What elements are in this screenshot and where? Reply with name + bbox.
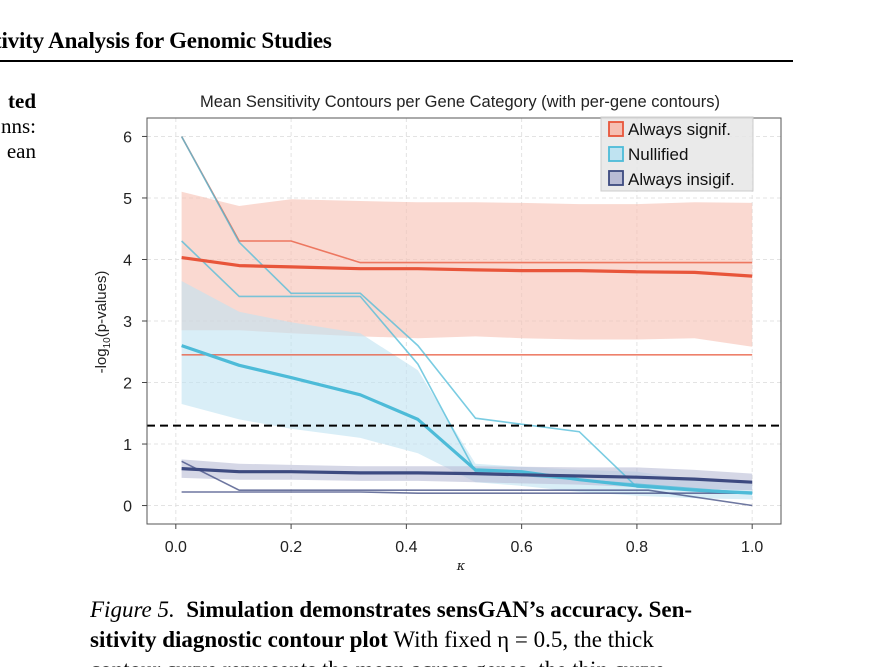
nullified-mean-line (181, 344, 753, 495)
x-tick-label: 1.0 (741, 539, 763, 556)
y-tick-label: 2 (123, 376, 132, 393)
legend-swatch-always-insignif (608, 170, 624, 186)
always-insignif-mean-line (181, 467, 753, 484)
y-axis-label: -log10(p-values) (93, 271, 113, 374)
left-fragment-3: ean (6, 139, 36, 163)
confidence-bands (181, 191, 753, 500)
legend-box (600, 116, 754, 192)
always-signif-mean-line (181, 256, 753, 278)
always-insignif-per-gene-line (181, 491, 753, 495)
caption-body: With fixed η = 0.5, the thick (393, 627, 654, 652)
caption-title-line1: Simulation demonstrates sensGAN’s accura… (186, 597, 693, 622)
y-tick-label: 4 (123, 252, 132, 269)
nullified-per-gene-line (180, 136, 753, 493)
y-tick-label: 1 (123, 437, 132, 454)
axes: 0.0 0.2 0.4 0.6 0.8 1.0 0 1 2 3 4 5 6 (123, 129, 763, 556)
legend-swatch-nullified (608, 146, 624, 162)
mean-contours (181, 256, 753, 495)
nullified-band (181, 281, 753, 500)
legend-label-nullified: Nullified (628, 145, 688, 164)
x-axis-label: κ (456, 559, 466, 574)
legend-swatch-always-signif (608, 121, 624, 137)
x-tick-label: 0.0 (165, 539, 187, 556)
y-tick-label: 0 (123, 499, 132, 516)
legend-label-always-insignif: Always insigif. (628, 170, 735, 189)
left-column-fragment: ted nns: ean (0, 89, 40, 164)
y-tick-label: 6 (123, 129, 132, 146)
y-tick-label: 3 (123, 314, 132, 331)
figure-caption: Figure 5. Simulation demonstrates sensGA… (90, 595, 794, 667)
running-head: tivity Analysis for Genomic Studies (0, 28, 332, 53)
header-rule (0, 60, 793, 62)
caption-body-line3: contour curve represents the mean across… (90, 657, 665, 667)
x-tick-label: 0.6 (511, 539, 533, 556)
left-fragment-2: nns: (0, 114, 36, 138)
always-insignif-per-gene-line (181, 460, 753, 507)
chart-title: Mean Sensitivity Contours per Gene Categ… (200, 93, 720, 111)
caption-title-line2: sitivity diagnostic contour plot (90, 627, 388, 652)
x-tick-label: 0.4 (395, 539, 417, 556)
legend-label-always-signif: Always signif. (628, 120, 731, 139)
left-fragment-1: ted (8, 89, 36, 113)
y-tick-label: 5 (123, 191, 132, 208)
caption-label: Figure 5. (90, 597, 175, 622)
chart-legend: Always signif. Nullified Always insigif. (600, 116, 754, 192)
sensitivity-contour-chart: Mean Sensitivity Contours per Gene Categ… (93, 93, 782, 574)
x-tick-label: 0.2 (280, 539, 302, 556)
x-tick-label: 0.8 (626, 539, 648, 556)
